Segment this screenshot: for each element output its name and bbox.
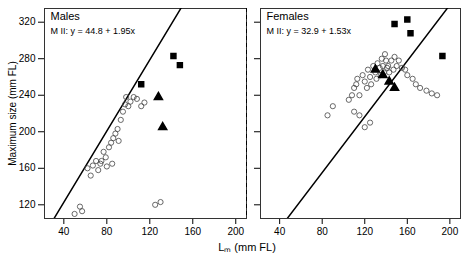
svg-text:120: 120 <box>141 226 158 237</box>
svg-text:80: 80 <box>101 226 113 237</box>
svg-text:120: 120 <box>356 226 373 237</box>
svg-text:240: 240 <box>19 89 36 100</box>
svg-text:200: 200 <box>442 226 459 237</box>
svg-text:Females: Females <box>267 10 310 22</box>
html-text:Lₘ (mm FL): Lₘ (mm FL) <box>218 241 276 253</box>
svg-text:320: 320 <box>19 16 36 27</box>
svg-text:120: 120 <box>19 199 36 210</box>
svg-text:160: 160 <box>19 162 36 173</box>
svg-text:M II: y = 44.8 + 1.95x: M II: y = 44.8 + 1.95x <box>51 26 136 36</box>
svg-text:M II: y = 32.9 + 1.53x: M II: y = 32.9 + 1.53x <box>267 26 352 36</box>
svg-text:160: 160 <box>184 226 201 237</box>
svg-text:Maximum size (mm FL): Maximum size (mm FL) <box>7 61 18 165</box>
svg-text:Males: Males <box>51 10 81 22</box>
svg-text:160: 160 <box>399 226 416 237</box>
svg-text:40: 40 <box>58 226 70 237</box>
svg-text:280: 280 <box>19 53 36 64</box>
svg-text:200: 200 <box>227 226 244 237</box>
svg-text:40: 40 <box>274 226 286 237</box>
svg-text:200: 200 <box>19 126 36 137</box>
svg-text:80: 80 <box>317 226 329 237</box>
